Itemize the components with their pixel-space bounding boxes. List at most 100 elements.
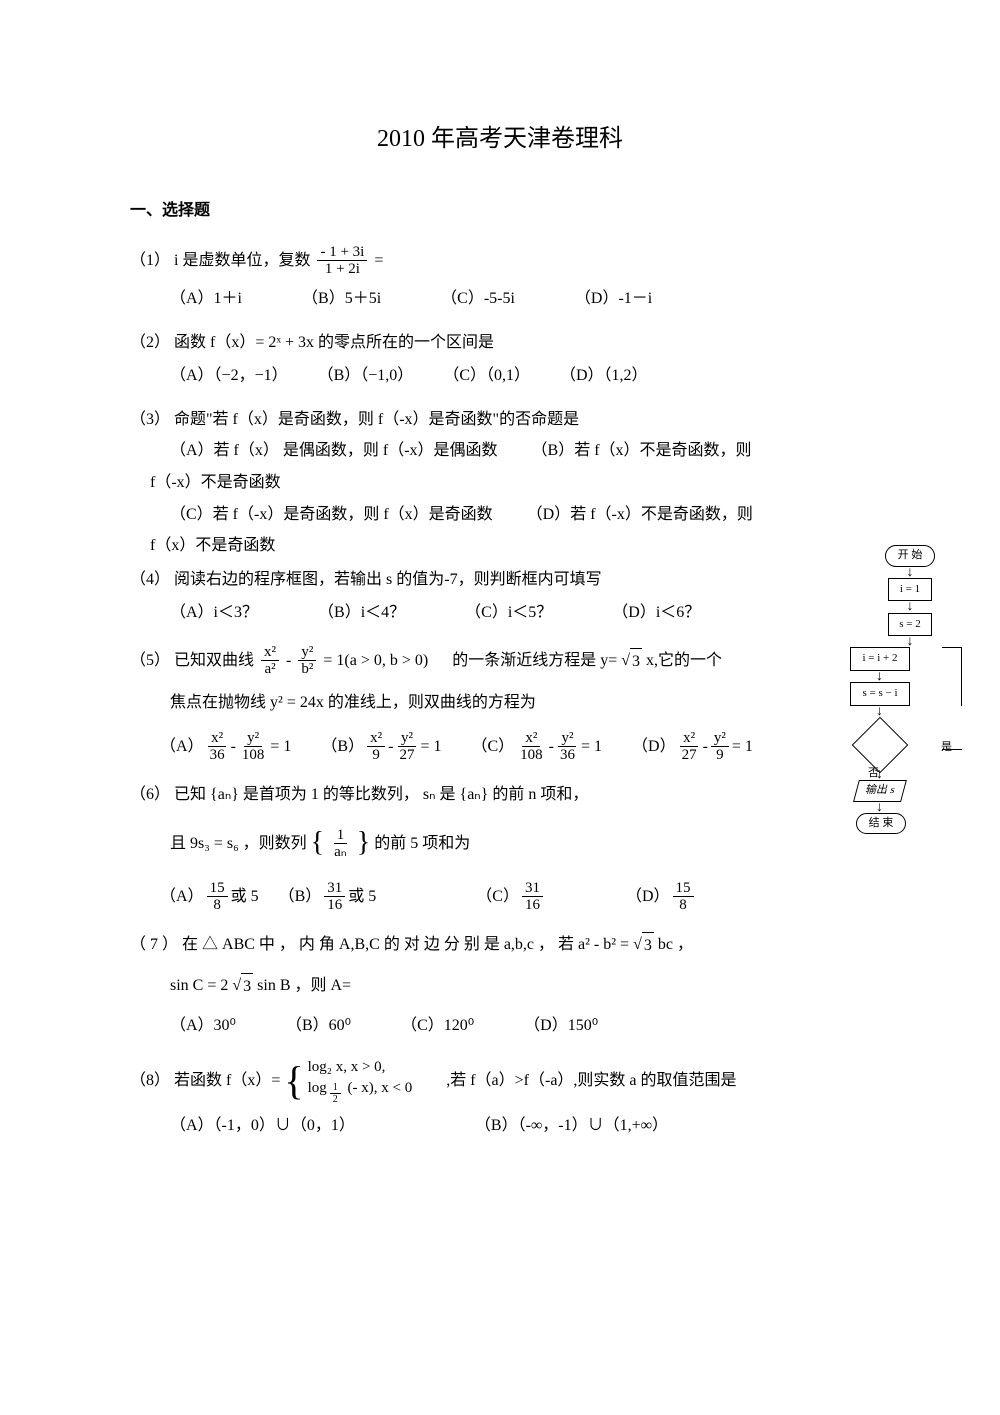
fc-output: 输出 s <box>853 780 907 802</box>
q5-mid2: x,它的一个 <box>646 648 722 674</box>
q2-num: （2） <box>130 330 170 356</box>
q6-opt-d: （D） 158 <box>626 880 697 914</box>
q5-parab: y² = 24x <box>270 690 324 716</box>
q5-opt-b: （B） x²9 - y²27 = 1 <box>321 730 441 764</box>
q5-optC-pre: （C） <box>471 734 514 760</box>
q6b-d: 16 <box>324 897 345 914</box>
fc-end: 结 束 <box>856 813 906 835</box>
q5-sqrt: 3 <box>630 648 642 675</box>
q5a-yn: y² <box>244 730 262 748</box>
q8-prefix: 若函数 f（x）= <box>174 1068 280 1094</box>
q5-frac-x: x² a² <box>261 644 279 678</box>
q1-options: （A）1＋i （B）5＋5i （C）-5-5i （D）-1－i <box>130 286 870 312</box>
q6-opt-b: （B） 3116 或 5 <box>279 880 377 914</box>
q4-opt-a: （A）i＜3？ <box>170 600 258 626</box>
q4-num: （4） <box>130 567 170 593</box>
q7-opt-b: （B）60⁰ <box>286 1013 351 1039</box>
q5d-yd: 9 <box>713 747 727 764</box>
q3-opt-b2: f（-x）不是奇函数 <box>150 470 281 496</box>
q2-opt-a: （A）（−2，−1） <box>170 363 288 389</box>
q6-opt-c: （C） 3116 <box>476 880 546 914</box>
q1-opt-b: （B）5＋5i <box>302 286 381 312</box>
q5d-xd: 27 <box>679 747 700 764</box>
fc-yes: 是 <box>941 739 952 757</box>
q7-opt-c: （C）120⁰ <box>401 1013 474 1039</box>
q6-prefix: 已知 <box>174 782 206 808</box>
arrow-down-icon: ↓ <box>850 671 970 682</box>
q5-optB-pre: （B） <box>321 734 364 760</box>
q5-yd: b² <box>298 661 316 678</box>
eq-one: = 1 <box>270 734 291 760</box>
q4-options: （A）i＜3？ （B）i＜4？ （C）i＜5？ （D）i＜6？ <box>130 600 870 626</box>
q5-opt-a: （A） x²36 - y²108 = 1 <box>160 730 291 764</box>
q5-optD-pre: （D） <box>632 734 676 760</box>
fc-start: 开 始 <box>885 545 935 567</box>
q3-stem: 命题"若 f（x）是奇函数，则 f（-x）是奇函数"的否命题是 <box>174 407 579 433</box>
q6d-pre: （D） <box>626 884 670 910</box>
q2-opt-b: （B）（−1,0） <box>318 363 414 389</box>
q2-expr: 2ˣ + 3x <box>268 330 314 356</box>
q5-opt-d: （D） x²27 - y²9 = 1 <box>632 730 753 764</box>
q2-suffix: 的零点所在的一个区间是 <box>318 330 494 356</box>
q1-num: （1） <box>130 248 170 274</box>
q5b-yn: y² <box>398 730 416 748</box>
q3-opt-d: （D）若 f（-x）不是奇函数，则 <box>527 502 753 528</box>
q6a-n: 15 <box>207 880 228 898</box>
q7-cond1-lhs: a² - b² = <box>578 932 629 958</box>
q6d-n: 15 <box>673 880 694 898</box>
q5-mid: 的一条渐近线方程是 y= <box>452 648 617 674</box>
q1-opt-a: （A）1＋i <box>170 286 242 312</box>
q5-line2-suffix: 的准线上，则双曲线的方程为 <box>328 690 536 716</box>
q5-yn: y² <box>298 644 316 662</box>
q4-opt-d: （D）i＜6？ <box>612 600 700 626</box>
q7-stem1: 在 △ ABC 中 ， 内 角 A,B,C 的 对 边 分 别 是 a,b,c … <box>182 932 574 958</box>
q6a-pre: （A） <box>160 884 204 910</box>
comma: ， <box>677 932 693 958</box>
q4-stem: 阅读右边的程序框图，若输出 s 的值为-7，则判断框内可填写 <box>174 567 602 593</box>
q5c-yd: 36 <box>557 747 578 764</box>
question-4: （4） 阅读右边的程序框图，若输出 s 的值为-7，则判断框内可填写 （A）i＜… <box>130 567 870 626</box>
q5d-xn: x² <box>680 730 698 748</box>
fc-box1: i = 1 <box>888 578 932 602</box>
q8-num: （8） <box>130 1068 170 1094</box>
q6-options: （A） 158 或 5 （B） 3116 或 5 （C） 3116 （D） 15… <box>130 880 870 914</box>
fc-decision <box>852 717 909 774</box>
q6b-suf: 或 5 <box>348 884 376 910</box>
fc-box4: s = s − i <box>850 682 910 706</box>
q6a-suf: 或 5 <box>231 884 259 910</box>
q1-opt-d: （D）-1－i <box>575 286 652 312</box>
arrow-down-icon: ↓ <box>850 706 970 717</box>
q4-opt-c: （C）i＜5？ <box>465 600 552 626</box>
q3-opt-c: （C）若 f（-x）是奇函数，则 f（x）是奇函数 <box>170 502 493 528</box>
lbrace-icon: { <box>311 821 324 866</box>
q6c-n: 31 <box>522 880 543 898</box>
q6b-n: 31 <box>324 880 345 898</box>
q3-opt-b: （B）若 f（x）不是奇函数，则 <box>532 438 752 464</box>
q6-num: （6） <box>130 782 170 808</box>
q8c2-d: 2 <box>330 1094 341 1105</box>
q6-cond: 9s₃ = s₆ <box>190 831 239 857</box>
q7-options: （A）30⁰ （B）60⁰ （C）120⁰ （D）150⁰ <box>130 1013 870 1039</box>
q5a-yd: 108 <box>239 747 268 764</box>
page-title: 2010 年高考天津卷理科 <box>130 120 870 158</box>
q6a-d: 8 <box>210 897 224 914</box>
q5-frac-y: y² b² <box>298 644 316 678</box>
q4-opt-b: （B）i＜4？ <box>318 600 405 626</box>
question-3: （3） 命题"若 f（x）是奇函数，则 f（-x）是奇函数"的否命题是 （A）若… <box>130 407 870 559</box>
q6c-pre: （C） <box>476 884 519 910</box>
q7-cond2-lhs: sin C = 2 <box>170 973 228 999</box>
q2-opt-d: （D）（1,2） <box>560 363 648 389</box>
q6d-d: 8 <box>676 897 690 914</box>
lbrace-icon: { <box>284 1061 303 1101</box>
q6-mid2: 是 <box>440 782 456 808</box>
q6-line2-mid: ，则数列 <box>243 831 307 857</box>
q8-case2: log12 (- x), x < 0 <box>308 1078 413 1105</box>
q8-case1: log₂ x, x > 0, <box>308 1057 413 1078</box>
q5-xd: a² <box>261 661 278 678</box>
q5-optA-pre: （A） <box>160 734 204 760</box>
q8-options: （A）（-1，0）∪（0，1） （B）（-∞，-1）∪（1,+∞） <box>130 1113 870 1139</box>
q7-stem2: ，则 A= <box>295 973 352 999</box>
q5a-xd: 36 <box>207 747 228 764</box>
q1-frac-num: - 1 + 3i <box>317 244 367 262</box>
minus-icon: - <box>549 734 554 760</box>
